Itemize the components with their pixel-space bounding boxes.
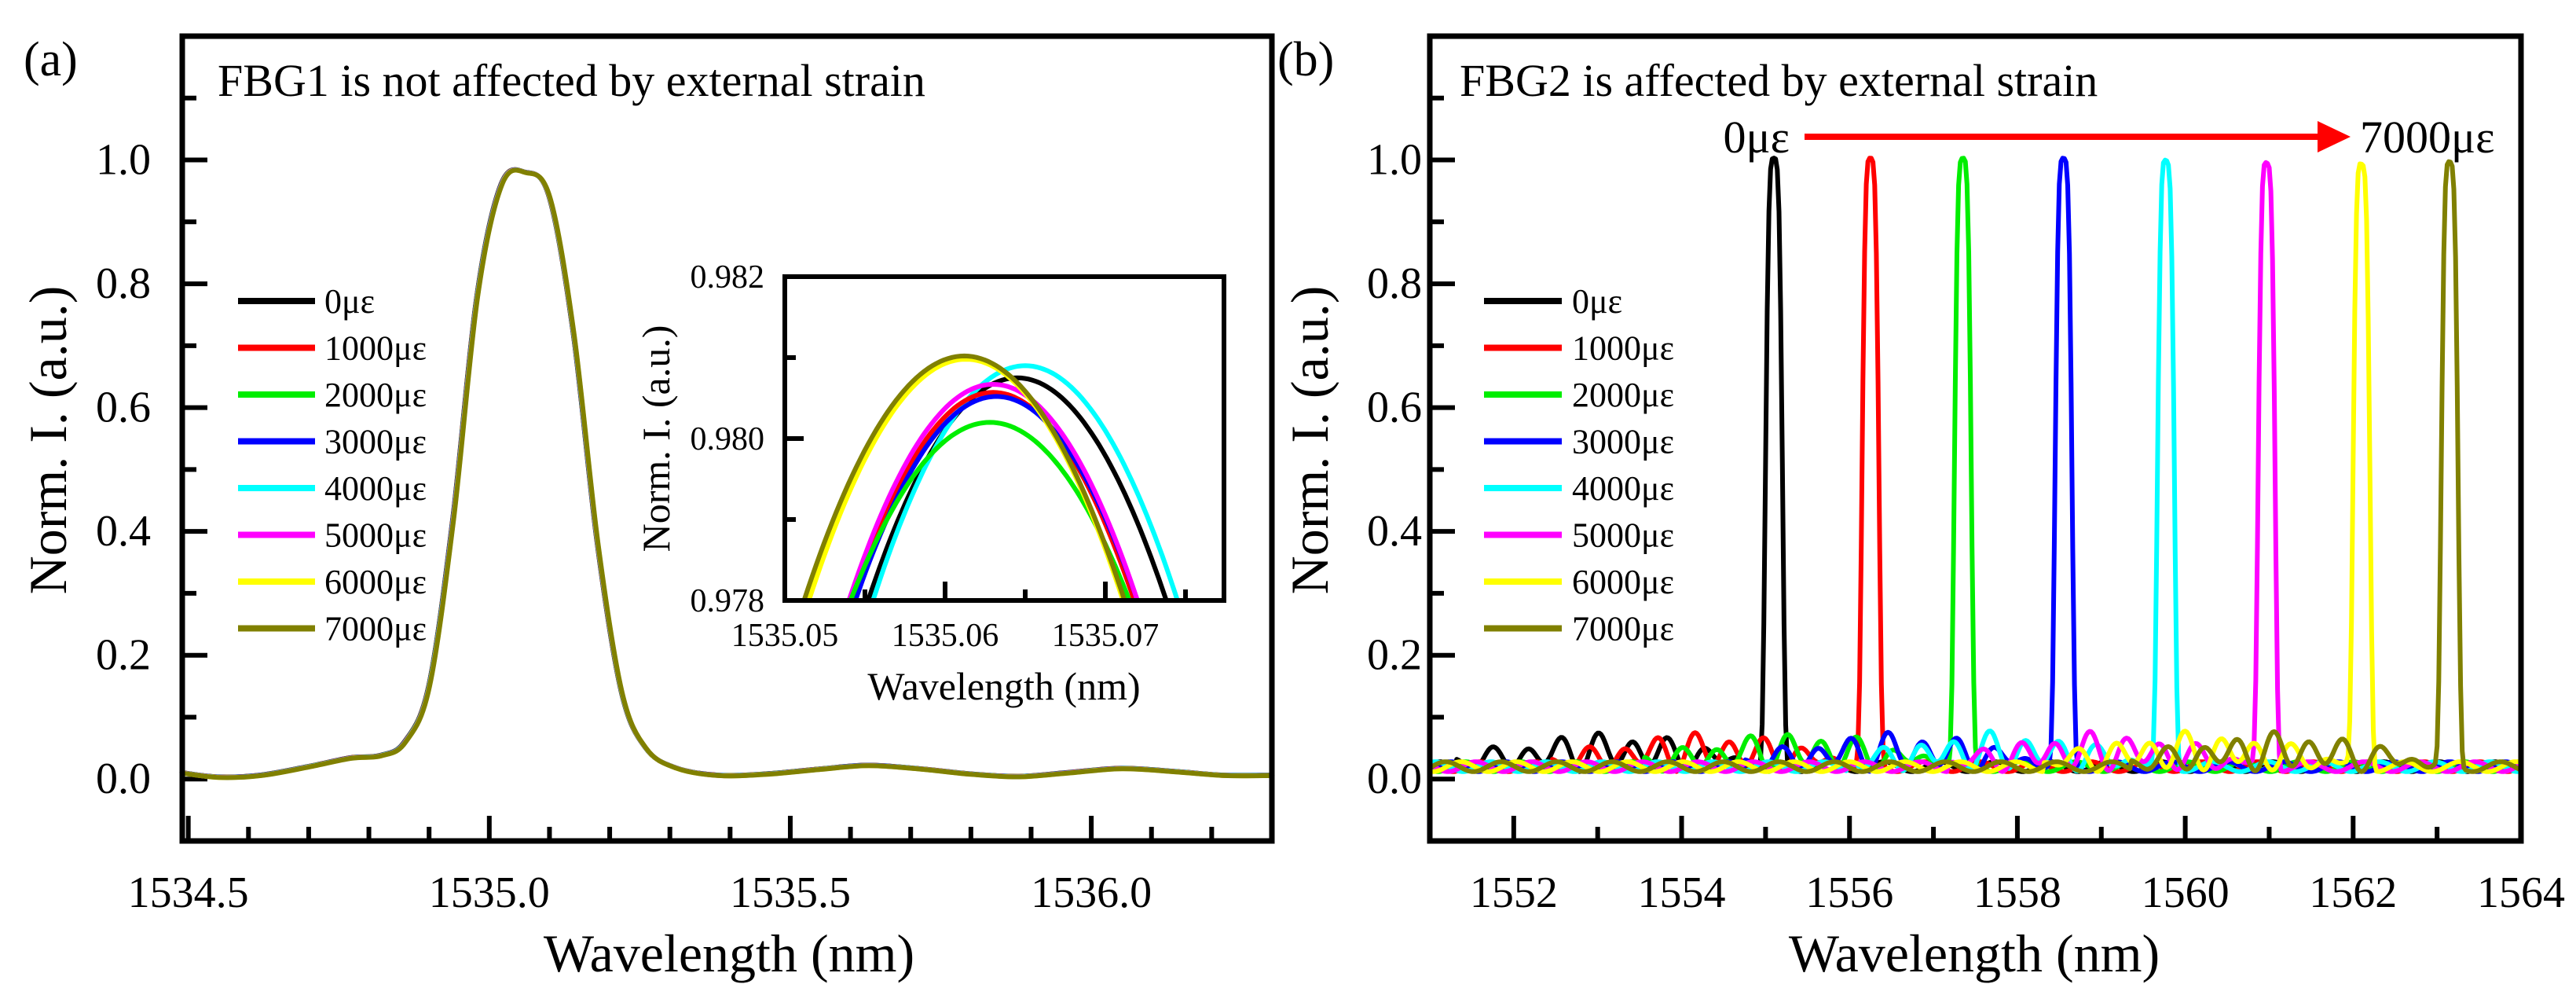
- y-tick-label: 0.4: [96, 507, 151, 556]
- panel-b-title: FBG2 is affected by external strain: [1460, 55, 2098, 106]
- y-tick-label: 0.2: [1367, 631, 1422, 680]
- arrow-end-label: 7000με: [2360, 112, 2494, 163]
- panel-b-curves: [1427, 156, 2523, 774]
- x-tick-label: 1536.0: [1031, 868, 1152, 917]
- panel-b-x-axis-title: Wavelength (nm): [1789, 923, 2160, 983]
- y-tick-label: 0.6: [1367, 384, 1422, 432]
- x-tick-label: 1564: [2477, 868, 2565, 917]
- x-tick-label: 1535.06: [892, 618, 999, 654]
- inset-y-axis-title: Norm. I. (a.u.): [634, 325, 678, 553]
- panel-a-frame: [179, 33, 1275, 844]
- x-tick-label: 1558: [1973, 868, 2061, 917]
- x-tick-label: 1535.07: [1052, 618, 1160, 654]
- strain-arrow-head: [2318, 121, 2351, 152]
- legend-label-5: 5000με: [324, 516, 427, 555]
- panel-a-x-axis-title: Wavelength (nm): [544, 923, 914, 983]
- curve-6000με: [1427, 161, 2523, 774]
- panel-a: (a) FBG1 is not affected by external str…: [18, 33, 1275, 983]
- y-tick-label: 0.982: [691, 259, 765, 296]
- x-tick-label: 1535.5: [730, 868, 851, 917]
- inset-curve-4000με: [870, 363, 1180, 603]
- strain-arrow: 0με 7000με: [1724, 112, 2495, 163]
- inset-ticks: 1535.05 1535.06 1535.07 0.978 0.980 0.982: [691, 259, 1189, 654]
- inset-curve-0με: [866, 375, 1169, 603]
- panel-a-inset: 1535.05 1535.06 1535.07 0.978 0.980 0.982 Wav…: [634, 259, 1226, 708]
- panel-b-frame: [1427, 33, 2524, 844]
- panel-b: (b) FBG2 is affected by external strain …: [1277, 33, 2565, 983]
- legend-label-7: 7000με: [324, 610, 427, 648]
- curve-7000με: [1427, 159, 2523, 774]
- inset-curve-5000με: [846, 382, 1140, 603]
- x-tick-label: 1554: [1638, 868, 1726, 917]
- legend-label-4: 4000με: [324, 469, 427, 508]
- curve-7000με: [180, 167, 1275, 780]
- panel-a-curves: [179, 167, 1275, 780]
- y-tick-label: 0.978: [691, 583, 765, 619]
- y-tick-label: 0.2: [96, 631, 151, 680]
- legend-label-6: 6000με: [324, 563, 427, 601]
- panel-a-title: FBG1 is not affected by external strain: [218, 55, 925, 106]
- inset-background: [785, 277, 1224, 600]
- y-tick-label: 0.4: [1367, 507, 1422, 556]
- inset-curve-7000με: [801, 353, 1127, 603]
- y-tick-label: 1.0: [1367, 136, 1422, 185]
- legend-label-3: 3000με: [324, 423, 427, 461]
- legend-label-7: 7000με: [1572, 610, 1674, 648]
- panel-b-label: (b): [1277, 33, 1334, 86]
- legend-label-5: 5000με: [1572, 516, 1674, 555]
- panel-a-ticks: 1534.5 1535.0 1535.5 1536.0 0.0 0.2 0.4 0.6 0.8 1…: [96, 34, 1274, 917]
- y-tick-label: 0.980: [691, 421, 765, 457]
- legend-label-0: 0με: [1572, 282, 1622, 321]
- arrow-start-label: 0με: [1724, 112, 1790, 163]
- legend-label-0: 0με: [324, 282, 375, 321]
- x-tick-label: 1534.5: [128, 868, 249, 917]
- x-tick-label: 1535.05: [731, 618, 839, 654]
- legend-label-2: 2000με: [324, 376, 427, 414]
- y-tick-label: 0.6: [96, 384, 151, 432]
- y-tick-label: 0.8: [1367, 259, 1422, 308]
- y-tick-label: 0.8: [96, 259, 151, 308]
- panel-b-legend: 0με 1000με 2000με 3000με 4000με 5000με 6000με 7…: [1484, 282, 1674, 648]
- x-tick-label: 1535.0: [429, 868, 550, 917]
- legend-label-1: 1000με: [324, 329, 427, 368]
- inset-frame: [782, 274, 1226, 603]
- y-tick-label: 0.0: [1367, 755, 1422, 803]
- x-tick-label: 1560: [2142, 868, 2230, 917]
- x-tick-label: 1562: [2309, 868, 2397, 917]
- y-tick-label: 1.0: [96, 136, 151, 185]
- inset-curves: [801, 353, 1180, 603]
- inset-x-axis-title: Wavelength (nm): [867, 664, 1140, 708]
- x-tick-label: 1556: [1805, 868, 1893, 917]
- panel-a-label: (a): [24, 33, 78, 86]
- y-tick-label: 0.0: [96, 755, 151, 803]
- legend-label-3: 3000με: [1572, 423, 1674, 461]
- legend-label-6: 6000με: [1572, 563, 1674, 601]
- panel-a-y-axis-title: Norm. I. (a.u.): [18, 286, 78, 595]
- inset-curve-2000με: [848, 420, 1132, 603]
- legend-label-4: 4000με: [1572, 469, 1674, 508]
- legend-label-2: 2000με: [1572, 376, 1674, 414]
- legend-label-1: 1000με: [1572, 329, 1674, 368]
- x-tick-label: 1552: [1470, 868, 1558, 917]
- curve-5000με: [1427, 160, 2523, 774]
- panel-a-legend: 0με 1000με 2000με 3000με 4000με 5000με 6000με 7…: [238, 282, 427, 648]
- panel-b-y-axis-title: Norm. I. (a.u.): [1280, 286, 1339, 595]
